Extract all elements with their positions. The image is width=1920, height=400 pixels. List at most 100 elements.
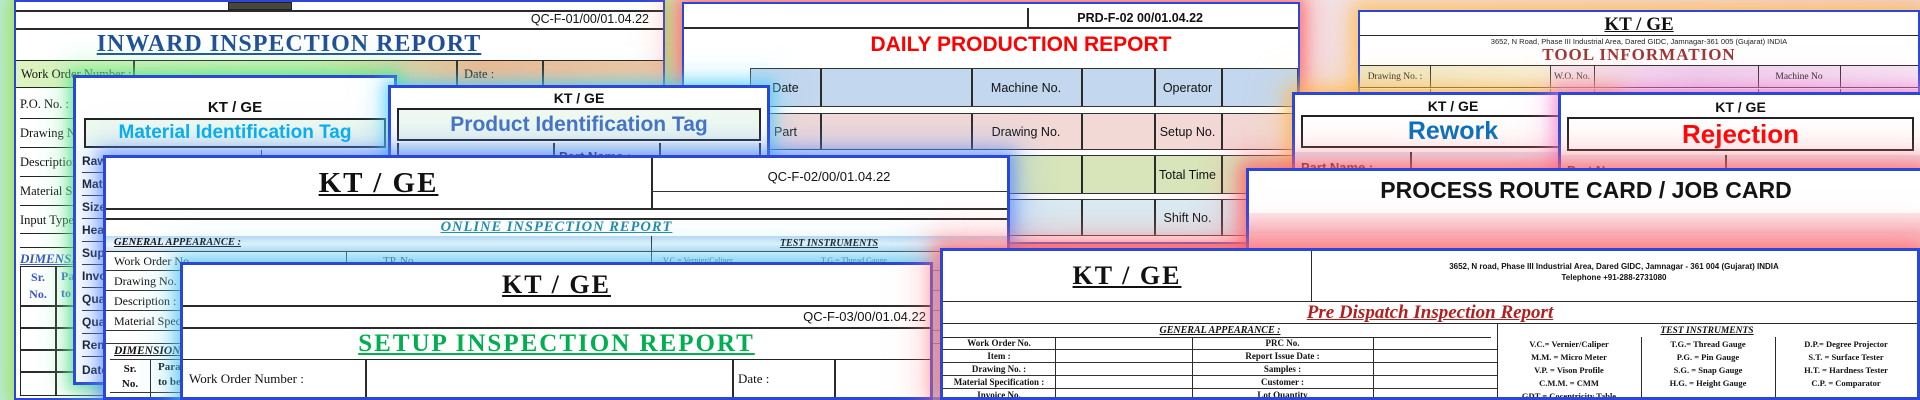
product-tag-title: Product Identification Tag — [397, 108, 761, 141]
divider — [1192, 337, 1193, 397]
org-header: KT / GE — [553, 90, 605, 106]
field-label: Invoice No. — [977, 390, 1021, 400]
divider — [1430, 66, 1431, 87]
divider — [943, 323, 1917, 324]
divider — [106, 218, 1007, 220]
org-header: KT / GE — [1715, 98, 1766, 115]
daily-title: DAILY PRODUCTION REPORT — [870, 33, 1172, 56]
operator-label: Operator — [1162, 80, 1213, 95]
rework-title: Rework — [1301, 115, 1605, 148]
test-instruments-label: TEST INSTRUMENTS — [1660, 325, 1754, 336]
divider — [183, 327, 930, 329]
divider — [150, 360, 151, 397]
org-header: KT / GE — [502, 270, 611, 299]
tool-row-1: Drawing No. : W.O. No. Machine No — [1360, 66, 1918, 88]
divider — [55, 267, 57, 395]
divider — [1550, 66, 1551, 87]
process-route-card[interactable]: PROCESS ROUTE CARD / JOB CARD — [1246, 168, 1920, 252]
instrument-abbrev: H.T. = Hardness Tester — [1804, 365, 1888, 375]
material-tag-title: Material Identification Tag — [84, 118, 386, 148]
divider — [834, 360, 836, 397]
sr-header: Sr. — [123, 362, 137, 375]
instrument-abbrev: H.G. = Height Gauge — [1669, 378, 1747, 388]
date-label: Date : — [738, 371, 770, 386]
divider — [133, 61, 135, 87]
org-header: KT / GE — [1604, 13, 1674, 35]
wo-no-label: W.O. No. — [1553, 71, 1591, 82]
general-appearance-band: GENERAL APPEARANCE : TEST INSTRUMENTS — [106, 236, 1007, 251]
divider — [651, 251, 652, 271]
predispatch-address-line2: Telephone +91-288-2731080 — [1561, 273, 1667, 282]
divider — [651, 191, 1007, 192]
divider — [684, 27, 1298, 29]
divider — [1154, 69, 1156, 106]
predispatch-title: Pre Dispatch Inspection Report — [1306, 302, 1554, 323]
divider — [365, 360, 367, 397]
instrument-abbrev: C.M.M. = CMM — [1539, 378, 1599, 388]
divider — [971, 114, 973, 149]
field-label: Item : — [987, 351, 1011, 361]
divider — [16, 28, 663, 30]
test-instruments-label: TEST INSTRUMENTS — [779, 238, 879, 249]
online-form-code: QC-F-02/00/01.04.22 — [767, 168, 891, 184]
machine-no-label: Machine No — [1775, 71, 1823, 82]
shift-no-label: Shift No. — [1163, 210, 1212, 225]
cell-bg — [1550, 66, 1918, 87]
work-order-label: Work Order No. — [114, 254, 193, 268]
divider — [1311, 251, 1312, 301]
machine-no-label: Machine No. — [990, 80, 1062, 95]
divider — [1360, 35, 1918, 36]
covered-row-box — [228, 2, 292, 10]
field-label: PRC No. — [1265, 338, 1300, 348]
divider — [651, 236, 652, 251]
setup-inspection-report-card[interactable]: KT / GE QC-F-03/00/01.04.22 SETUP INSPEC… — [180, 262, 933, 400]
divider — [1758, 66, 1759, 87]
instrument-abbrev: S.G. = Snap Gauge — [1673, 365, 1743, 375]
pink-band — [1249, 213, 1920, 249]
no-header: No. — [121, 377, 139, 390]
date-label: Date — [772, 80, 799, 95]
field-label: Report Issue Date : — [1245, 351, 1320, 361]
form-row: Drawing No. : Samples : — [943, 363, 1497, 376]
setup-workorder-row: Work Order Number : Date : — [183, 359, 930, 397]
instrument-abbrev: S.T. = Surface Tester — [1808, 352, 1884, 362]
divider — [1154, 200, 1156, 235]
daily-form-code: PRD-F-02 00/01.04.22 — [1077, 11, 1203, 25]
divider — [1840, 66, 1841, 87]
instrument-abbrev: V.C.= Vernier/Caliper — [1529, 339, 1609, 349]
divider — [820, 114, 822, 149]
divider — [1221, 114, 1223, 149]
divider — [1373, 337, 1374, 397]
divider — [1081, 200, 1083, 235]
divider — [1081, 69, 1083, 106]
divider — [183, 305, 930, 307]
divider — [1027, 8, 1029, 27]
divider — [542, 61, 544, 87]
divider — [1221, 200, 1223, 235]
inward-form-code: QC-F-01/00/01.04.22 — [530, 12, 649, 26]
form-row: Material Specification : Customer : — [943, 376, 1497, 389]
part-label: Part — [774, 124, 797, 139]
divider — [346, 251, 347, 271]
divider — [1410, 152, 1412, 183]
divider — [1360, 65, 1918, 66]
general-appearance-label: GENERAL APPEARANCE : — [1159, 325, 1281, 336]
org-header: KT / GE — [1072, 261, 1182, 290]
process-title: PROCESS ROUTE CARD / JOB CARD — [1380, 176, 1792, 203]
field-label: Lot Quantity — [1257, 390, 1308, 400]
divider — [1154, 156, 1156, 193]
instrument-abbrev: D.P.= Degree Projector — [1804, 339, 1888, 349]
divider — [1081, 156, 1083, 193]
divider — [1775, 337, 1776, 397]
form-row: Invoice No. Lot Quantity — [943, 389, 1497, 400]
pre-dispatch-inspection-report-card[interactable]: KT / GE 3652, N road, Phase III Industri… — [940, 248, 1920, 400]
divider — [651, 158, 653, 208]
date-label: Date — [82, 363, 109, 377]
description-label: Description : — [114, 294, 177, 308]
divider — [1081, 114, 1083, 149]
predispatch-address-line1: 3652, N road, Phase III Industrial Area,… — [1449, 262, 1779, 271]
tool-address: 3652, N Road, Phase III Industrial Area,… — [1490, 36, 1788, 46]
instrument-abbrev: GDT = Cocentricity Table — [1521, 391, 1617, 400]
divider — [1594, 66, 1595, 87]
field-label: Work Order No. — [967, 338, 1031, 348]
